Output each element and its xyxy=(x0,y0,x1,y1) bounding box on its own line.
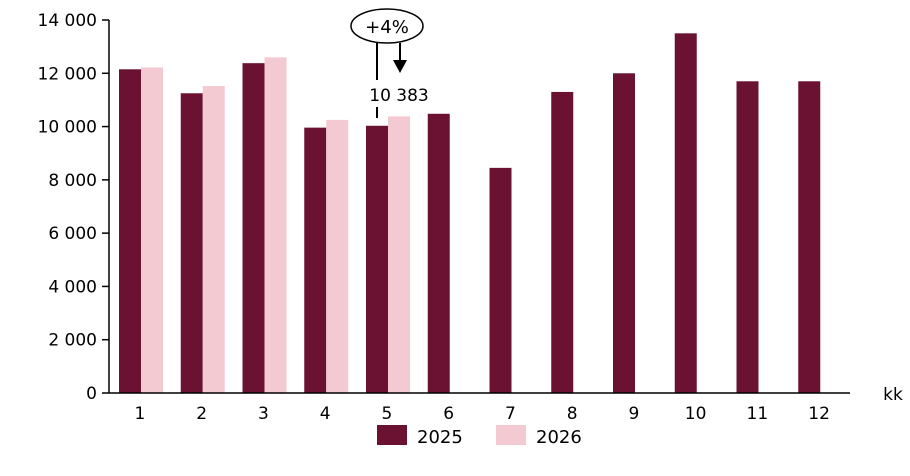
y-tick-label: 10 000 xyxy=(38,118,97,138)
bars xyxy=(119,33,821,394)
x-tick-label: 9 xyxy=(628,404,639,424)
bar-2-2025 xyxy=(180,93,203,394)
y-tick-label: 2 000 xyxy=(48,331,97,351)
x-tick-label: 4 xyxy=(320,404,331,424)
y-tick-label: 6 000 xyxy=(48,224,97,244)
bar-5-2026 xyxy=(388,116,410,393)
bar-10-2025 xyxy=(674,33,697,393)
bar-3-2026 xyxy=(264,57,287,394)
bar-1-2025 xyxy=(119,69,141,394)
x-axis: 1 2 3 4 5 6 7 8 9 10 11 12 xyxy=(109,392,850,424)
y-axis: 0 2 000 4 000 6 000 8 000 10 000 12 000 14 000 xyxy=(38,11,110,404)
bar-4-2026 xyxy=(326,119,349,394)
annotation: +4% 10 383 xyxy=(350,8,429,118)
bar-4-2025 xyxy=(304,127,327,393)
legend: 2025 2026 xyxy=(377,425,582,448)
y-tick-label: 14 000 xyxy=(38,11,97,31)
bar-6-2025 xyxy=(427,113,450,393)
bar-11-2025 xyxy=(736,81,759,394)
callout-text: +4% xyxy=(365,17,409,38)
x-tick-label: 3 xyxy=(258,404,269,424)
y-tick-label: 0 xyxy=(86,384,97,404)
x-tick-label: 7 xyxy=(505,404,516,424)
x-tick-label: 6 xyxy=(443,404,454,424)
x-tick-label: 5 xyxy=(381,404,392,424)
legend-swatch-2025 xyxy=(377,425,407,445)
bar-2-2026 xyxy=(202,86,225,394)
y-tick-label: 12 000 xyxy=(38,64,97,84)
y-tick-label: 8 000 xyxy=(48,171,97,191)
x-tick-label: 8 xyxy=(567,404,578,424)
x-tick-label: 11 xyxy=(747,404,769,424)
bar-3-2025 xyxy=(242,63,265,393)
bar-5-2025 xyxy=(366,125,388,393)
callout-ellipse xyxy=(350,8,424,44)
bar-12-2025 xyxy=(798,81,821,394)
x-tick-label: 2 xyxy=(196,404,207,424)
legend-swatch-2026 xyxy=(496,425,526,445)
bar-8-2025 xyxy=(551,91,574,393)
x-tick-label: 12 xyxy=(808,404,830,424)
legend-label-2026: 2026 xyxy=(536,427,582,448)
bar-1-2026 xyxy=(141,67,163,393)
legend-label-2025: 2025 xyxy=(417,427,463,448)
callout-arrow-head xyxy=(393,60,407,73)
x-tick-label: 10 xyxy=(685,404,707,424)
x-axis-label: kk xyxy=(883,385,903,405)
bar-9-2025 xyxy=(613,73,635,394)
bar-7-2025 xyxy=(489,167,512,393)
y-tick-label: 4 000 xyxy=(48,277,97,297)
x-tick-label: 1 xyxy=(134,404,145,424)
data-label-5-2026: 10 383 xyxy=(369,86,428,106)
